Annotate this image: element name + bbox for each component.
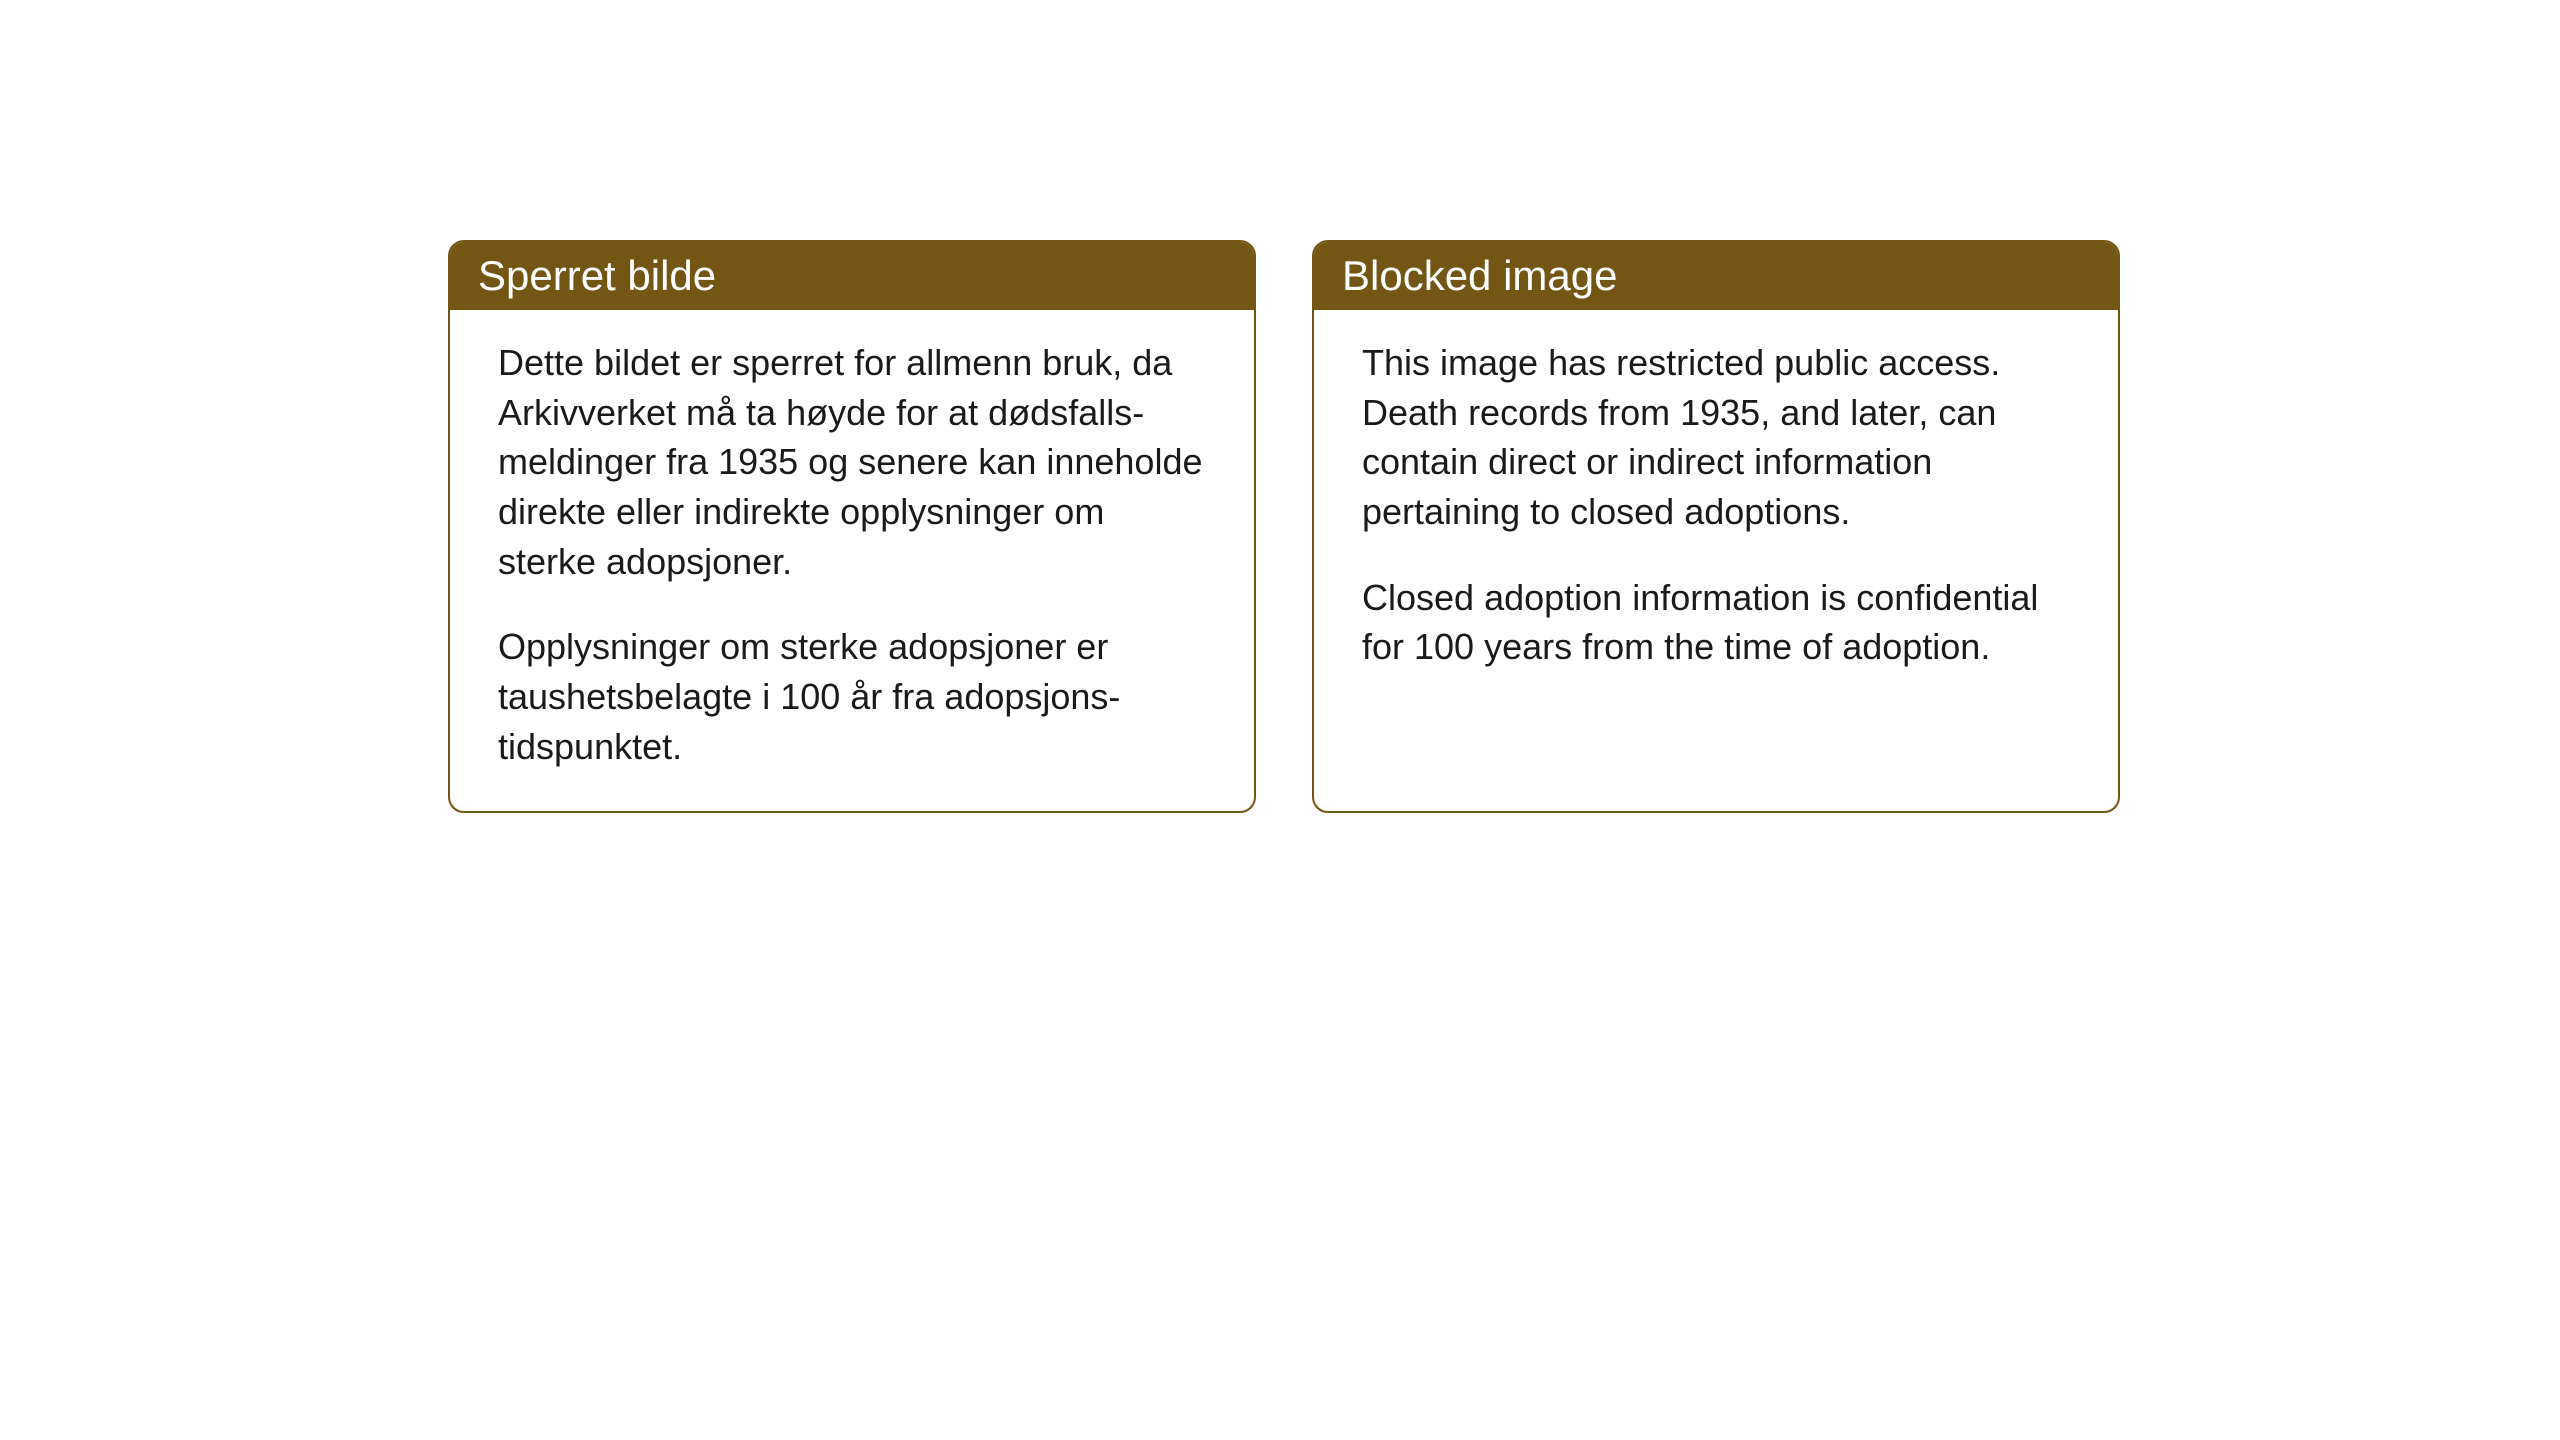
paragraph-norwegian-2: Opplysninger om sterke adopsjoner er tau…: [498, 622, 1206, 771]
card-title-english: Blocked image: [1342, 252, 1617, 299]
paragraph-english-1: This image has restricted public access.…: [1362, 338, 2070, 537]
card-body-english: This image has restricted public access.…: [1314, 310, 2118, 752]
card-header-norwegian: Sperret bilde: [450, 242, 1254, 310]
card-header-english: Blocked image: [1314, 242, 2118, 310]
notice-card-english: Blocked image This image has restricted …: [1312, 240, 2120, 813]
paragraph-norwegian-1: Dette bildet er sperret for allmenn bruk…: [498, 338, 1206, 586]
card-body-norwegian: Dette bildet er sperret for allmenn bruk…: [450, 310, 1254, 811]
card-title-norwegian: Sperret bilde: [478, 252, 716, 299]
notice-card-norwegian: Sperret bilde Dette bildet er sperret fo…: [448, 240, 1256, 813]
paragraph-english-2: Closed adoption information is confident…: [1362, 573, 2070, 672]
notice-container: Sperret bilde Dette bildet er sperret fo…: [448, 240, 2120, 813]
